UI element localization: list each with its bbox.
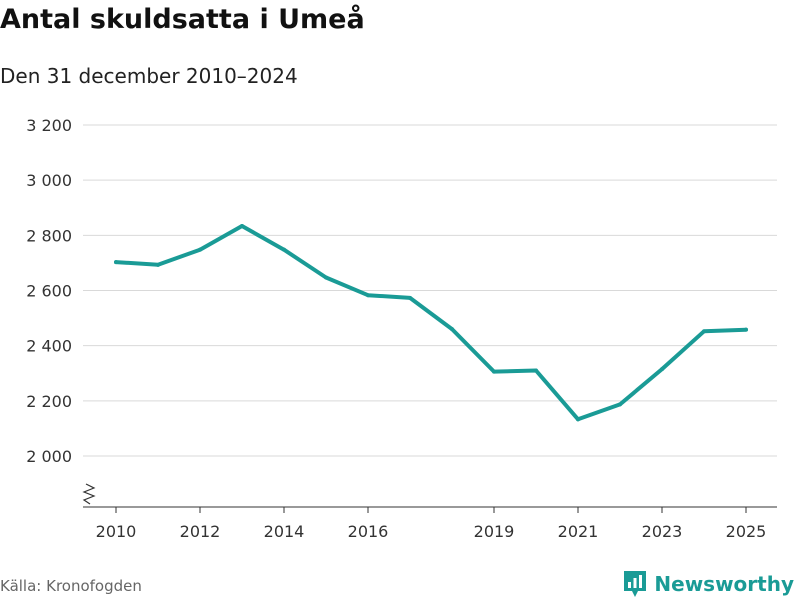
y-tick-label: 2 200 [26,392,72,411]
chart-subtitle: Den 31 december 2010–2024 [0,64,298,88]
data-point [366,293,370,298]
data-point [618,402,622,407]
data-point [576,417,580,422]
series-line [114,224,748,422]
newsworthy-logo-icon [624,571,647,597]
x-tick-label: 2021 [558,522,599,541]
x-tick-label: 2019 [474,522,515,541]
data-point [534,368,538,373]
data-point [156,262,160,267]
brand-name: Newsworthy [654,572,794,596]
y-tick-label: 2 400 [26,337,72,356]
chart-title: Antal skuldsatta i Umeå [0,4,365,35]
data-point [408,295,412,300]
data-point [198,247,202,252]
x-tick-label: 2010 [96,522,137,541]
x-tick-label: 2025 [726,522,767,541]
y-tick-label: 2 600 [26,282,72,301]
source-note: Källa: Kronofogden [0,577,142,595]
data-point [324,275,328,280]
brand-logo[interactable]: Newsworthy [622,569,794,599]
data-point [240,223,244,228]
data-point [282,247,286,252]
data-point [114,260,118,265]
x-tick-label: 2012 [180,522,221,541]
data-point [492,369,496,374]
data-point [702,329,706,334]
x-tick-label: 2016 [348,522,389,541]
data-point [660,367,664,372]
y-tick-label: 3 000 [26,171,72,190]
y-tick-label: 2 800 [26,226,72,245]
x-tick-label: 2014 [264,522,305,541]
data-point [450,327,454,332]
y-tick-label: 3 200 [26,116,72,135]
data-point [744,327,748,332]
x-tick-label: 2023 [642,522,683,541]
axis-break-icon [82,483,96,505]
y-tick-label: 2 000 [26,447,72,466]
